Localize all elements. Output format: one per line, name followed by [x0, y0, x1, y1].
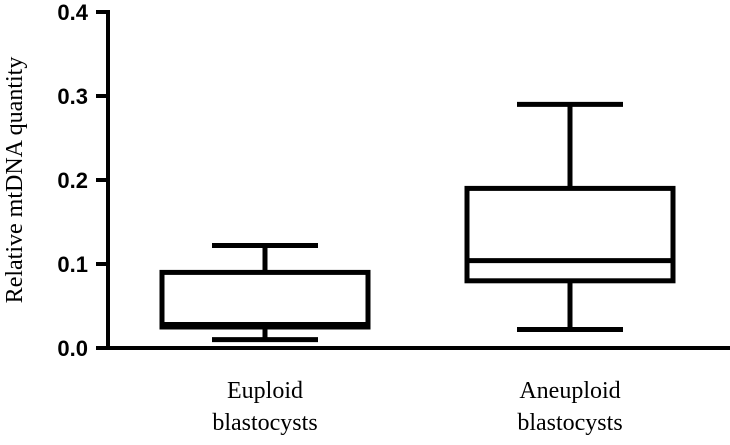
box-group [159, 243, 371, 343]
iqr-box [159, 269, 371, 330]
y-tick-label: 0.2 [57, 168, 88, 193]
y-tick-label: 0.0 [57, 336, 88, 361]
x-tick-label: blastocysts [517, 410, 622, 436]
x-tick-label: Aneuploid [519, 378, 620, 404]
iqr-box [464, 185, 676, 284]
y-tick-label: 0.3 [57, 84, 88, 109]
y-tick-label: 0.1 [57, 252, 88, 277]
y-axis-label: Relative mtDNA quantity [2, 57, 28, 304]
y-tick-label: 0.4 [57, 0, 88, 25]
y-ticks: 0.0 0.1 0.2 0.3 0.4 [57, 0, 108, 361]
box-group [464, 101, 676, 333]
x-tick-label: blastocysts [212, 410, 317, 436]
boxes [159, 101, 676, 343]
x-tick-label: Euploid [227, 378, 303, 404]
x-tick-labels: Euploid blastocysts Aneuploid blastocysts [212, 378, 622, 436]
